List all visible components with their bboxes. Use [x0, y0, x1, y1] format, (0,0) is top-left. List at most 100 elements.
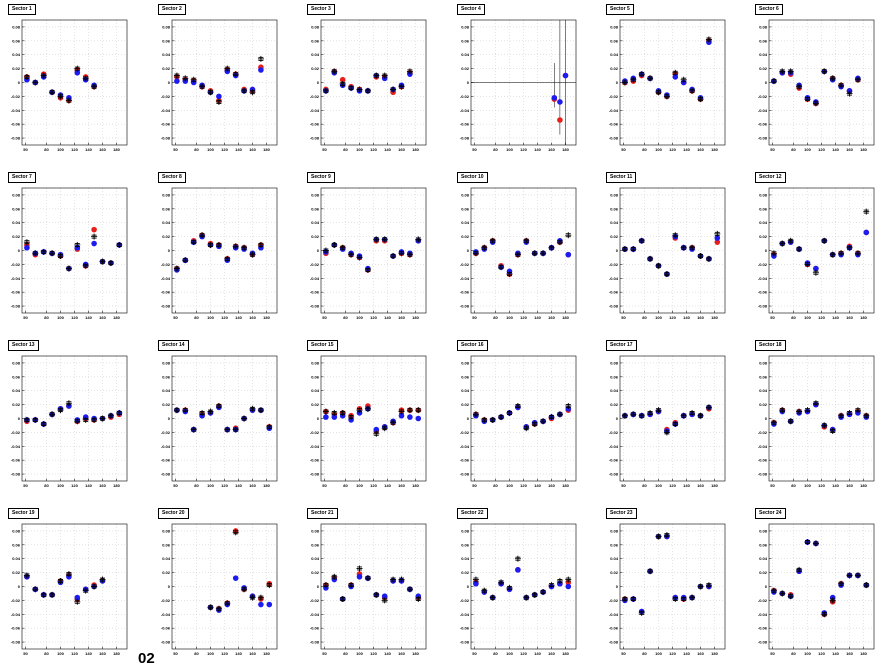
data-point-black [655, 533, 662, 540]
x-tick-label: 50 [23, 147, 28, 152]
data-point-blue [91, 240, 97, 247]
sector-plot: 0.08 0.06 0.04 0.02 0 -0.02 -0.04 -0.06 -0.08 50 8… [758, 523, 875, 656]
y-tick-label: 0.06 [162, 38, 171, 43]
data-point-red [557, 117, 563, 123]
data-point-black [406, 251, 413, 258]
y-tick-label: 0.04 [162, 556, 171, 561]
data-point-black [523, 425, 530, 432]
sector-panel: 0.08 0.06 0.04 0.02 0 -0.02 -0.04 -0.06 -0.08 50 8… [449, 336, 598, 504]
data-point-black [556, 577, 563, 584]
data-point-black [74, 598, 81, 605]
x-tick-label: 100 [655, 147, 662, 152]
data-point-black [373, 591, 380, 598]
data-point-black [356, 407, 363, 414]
y-tick-label: 0.06 [461, 38, 470, 43]
data-point-black [672, 232, 679, 239]
data-point-black [356, 86, 363, 93]
y-tick-label: 0.04 [311, 52, 320, 57]
data-point-black [489, 237, 496, 244]
sector-title: Sector 7 [8, 172, 36, 183]
sector-title: Sector 10 [457, 172, 488, 183]
data-point-black [224, 65, 231, 72]
data-point-black [854, 76, 861, 83]
data-point-black [770, 419, 777, 426]
data-point-blue [216, 93, 222, 100]
data-point-black [863, 582, 870, 589]
x-tick-label: 100 [804, 651, 811, 656]
data-point-black [697, 96, 704, 103]
data-point-black [804, 407, 811, 414]
data-point-black [812, 540, 819, 547]
y-tick-label: 0.02 [461, 66, 470, 71]
data-point-black [638, 412, 645, 419]
y-tick-label: 0.04 [759, 220, 768, 225]
data-point-black [498, 264, 505, 271]
data-point-black [531, 250, 538, 257]
x-tick-label: 140 [384, 483, 391, 488]
data-point-black [863, 208, 870, 215]
data-point-black [489, 416, 496, 423]
data-point-black [398, 408, 405, 415]
y-tick-label: 0.06 [610, 374, 619, 379]
data-point-black [232, 426, 239, 433]
sector-plot: 0.08 0.06 0.04 0.02 0 -0.02 -0.04 -0.06 -0.08 50 8… [161, 19, 278, 152]
x-tick-label: 100 [57, 651, 64, 656]
sector-plot: 0.08 0.06 0.04 0.02 0 -0.02 -0.04 -0.06 -0.08 50 8… [161, 187, 278, 320]
y-tick-label: 0 [467, 248, 470, 253]
y-tick-label: -0.04 [11, 108, 21, 113]
x-tick-label: 120 [669, 147, 676, 152]
x-tick-label: 140 [534, 147, 541, 152]
x-tick-label: 180 [860, 147, 867, 152]
x-tick-label: 180 [263, 651, 270, 656]
sector-plot: 0.08 0.06 0.04 0.02 0 -0.02 -0.04 -0.06 -0.08 50 8… [161, 355, 278, 488]
data-point-black [630, 246, 637, 253]
x-tick-label: 120 [520, 147, 527, 152]
data-point-black [630, 76, 637, 83]
x-tick-label: 100 [655, 483, 662, 488]
data-point-black [481, 587, 488, 594]
x-tick-label: 120 [370, 651, 377, 656]
x-tick-label: 180 [412, 483, 419, 488]
sector-panel: 0.08 0.06 0.04 0.02 0 -0.02 -0.04 -0.06 -0.08 50 8… [299, 336, 448, 504]
data-point-black [697, 253, 704, 260]
y-tick-label: 0 [168, 248, 171, 253]
data-point-black [787, 593, 794, 600]
sector-title: Sector 23 [606, 508, 637, 519]
y-tick-label: 0.02 [12, 66, 21, 71]
data-point-black [199, 232, 206, 239]
x-tick-label: 80 [343, 147, 348, 152]
y-tick-label: -0.06 [161, 290, 171, 295]
data-point-black [241, 87, 248, 94]
data-point-black [481, 244, 488, 251]
data-point-black [821, 611, 828, 618]
x-tick-label: 50 [770, 147, 775, 152]
x-tick-label: 160 [697, 315, 704, 320]
data-point-black [91, 416, 98, 423]
y-tick-label: 0.08 [162, 24, 171, 29]
data-point-black [390, 86, 397, 93]
y-tick-label: -0.02 [11, 598, 21, 603]
x-tick-label: 100 [356, 483, 363, 488]
data-point-black [655, 407, 662, 414]
x-tick-label: 140 [384, 147, 391, 152]
x-tick-label: 180 [562, 651, 569, 656]
x-tick-label: 80 [493, 651, 498, 656]
data-point-black [638, 237, 645, 244]
sector-title: Sector 12 [755, 172, 786, 183]
sector-panel: 0.08 0.06 0.04 0.02 0 -0.02 -0.04 -0.06 -0.08 50 8… [449, 504, 598, 672]
data-point-blue [714, 235, 721, 241]
x-tick-label: 160 [398, 483, 405, 488]
y-tick-label: -0.04 [758, 612, 768, 617]
y-tick-label: -0.02 [310, 598, 320, 603]
y-tick-label: -0.04 [758, 444, 768, 449]
data-point-black [621, 596, 628, 602]
x-tick-label: 160 [697, 483, 704, 488]
y-tick-label: -0.08 [460, 304, 470, 309]
sector-plot: 0.08 0.06 0.04 0.02 0 -0.02 -0.04 -0.06 -0.08 50 8… [460, 355, 577, 488]
sector-panel: 0.08 0.06 0.04 0.02 0 -0.02 -0.04 -0.06 -0.08 50 8… [150, 168, 299, 336]
data-point-blue [373, 426, 380, 433]
y-tick-label: 0.02 [311, 66, 320, 71]
x-tick-label: 160 [249, 315, 256, 320]
data-point-black [672, 69, 679, 76]
x-tick-label: 80 [44, 651, 49, 656]
